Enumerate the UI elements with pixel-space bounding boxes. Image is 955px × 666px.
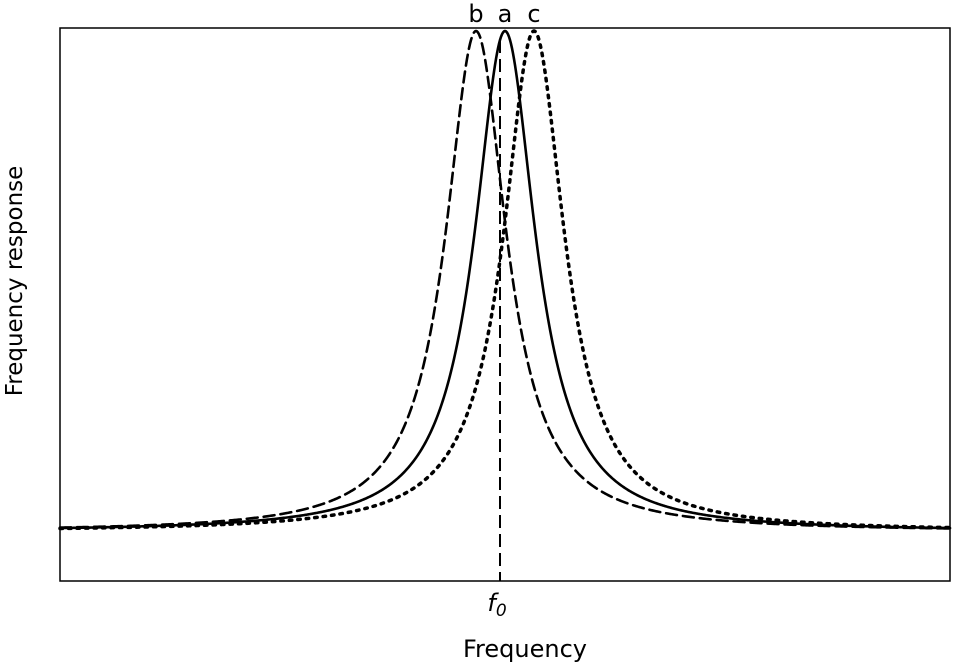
- series-layer: [58, 29, 952, 531]
- plot-frame: [59, 27, 951, 582]
- peak-label-a: a: [498, 0, 513, 28]
- series-line-c: [58, 29, 952, 531]
- x-tick-label-f0: f0: [487, 589, 506, 621]
- x-tick-label-sub: 0: [496, 601, 507, 621]
- x-axis-label: Frequency: [463, 635, 587, 663]
- peak-labels: ab c: [468, 0, 540, 28]
- peak-label-c: c: [527, 0, 540, 28]
- y-axis-label: Frequency response: [2, 166, 28, 397]
- series-line-a: [58, 29, 952, 530]
- series-line-b: [58, 29, 952, 530]
- peak-label-b: b: [468, 0, 483, 28]
